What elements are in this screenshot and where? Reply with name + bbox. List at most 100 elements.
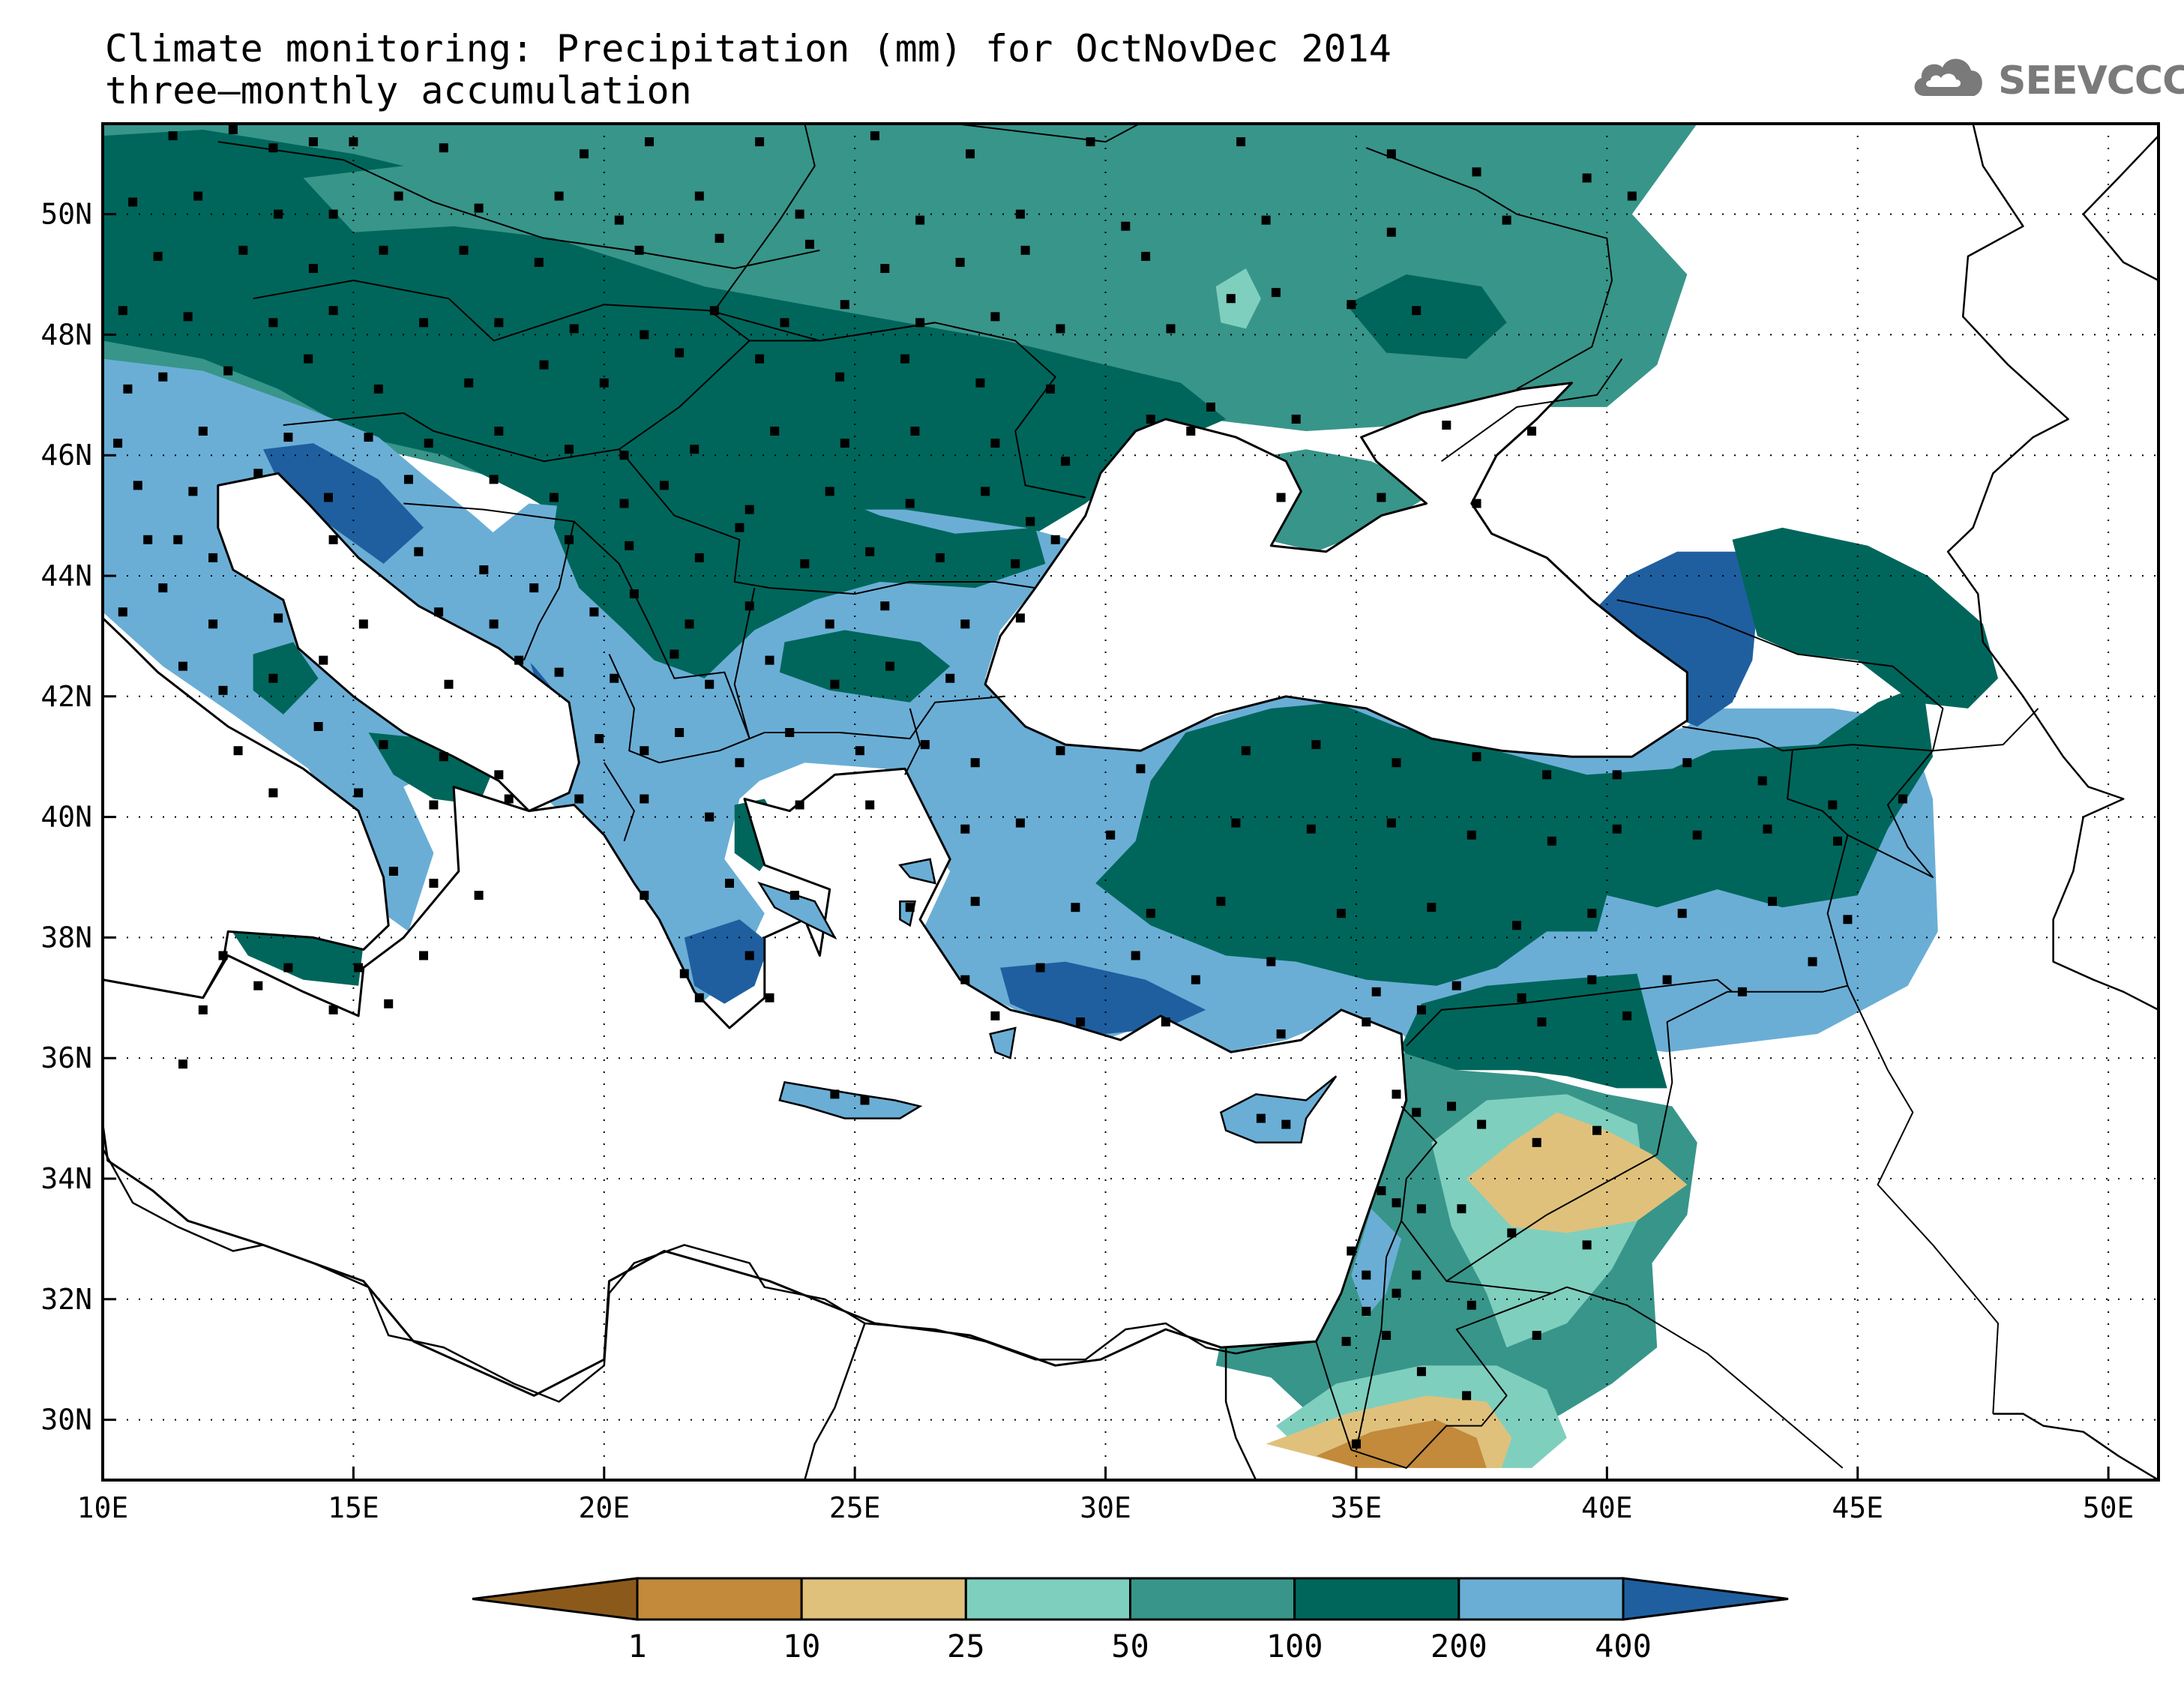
station-marker (1050, 535, 1060, 544)
station-marker (1276, 493, 1286, 502)
station-marker (253, 981, 263, 990)
station-marker (118, 306, 127, 316)
station-marker (960, 824, 970, 834)
station-marker (840, 300, 849, 310)
colorbar-label: 10 (783, 1628, 821, 1665)
border-b15 (1546, 990, 1728, 1216)
station-marker (1627, 191, 1637, 201)
station-marker (725, 879, 734, 888)
station-marker (328, 1005, 338, 1014)
colorbar-swatch (964, 1577, 1132, 1621)
station-marker (1011, 559, 1020, 568)
station-marker (1362, 1306, 1371, 1316)
station-marker (228, 125, 238, 134)
station-marker (640, 794, 649, 804)
station-marker (1020, 245, 1030, 255)
station-marker (1386, 149, 1396, 159)
station-marker (218, 951, 228, 960)
colorbar: 1 10 25 50 100 200 400 (472, 1577, 1789, 1665)
island-cyprus (1219, 1075, 1338, 1144)
station-marker (675, 348, 685, 358)
station-marker (233, 746, 243, 756)
station-marker (830, 679, 840, 689)
station-marker (755, 354, 765, 364)
station-marker (709, 306, 719, 316)
station-marker (1527, 427, 1536, 436)
station-marker (188, 487, 198, 496)
station-marker (574, 794, 584, 804)
station-marker (800, 559, 810, 568)
station-marker (966, 149, 975, 159)
station-marker (614, 215, 624, 225)
lon-tick-label: 40E (1581, 1491, 1633, 1524)
station-marker (494, 427, 504, 436)
station-marker (1377, 493, 1386, 502)
station-marker (178, 1059, 187, 1069)
colorbar-swatch (636, 1577, 803, 1621)
station-marker (1466, 830, 1476, 840)
station-marker (970, 897, 980, 906)
station-marker (1216, 897, 1226, 906)
lon-tick-label: 50E (2083, 1491, 2135, 1524)
island-lesbos (898, 858, 936, 885)
station-marker (945, 673, 955, 683)
station-marker (1266, 957, 1276, 966)
station-marker (905, 499, 915, 508)
station-marker (920, 740, 930, 750)
station-marker (238, 245, 248, 255)
station-marker (905, 903, 915, 912)
station-marker (565, 535, 574, 544)
station-marker (694, 191, 704, 201)
colorbar-upper-extend (1622, 1577, 1789, 1621)
station-marker (640, 746, 649, 756)
station-marker (675, 728, 685, 737)
station-marker (304, 354, 313, 364)
station-marker (990, 1011, 1000, 1020)
station-marker (679, 969, 689, 978)
station-marker (1291, 415, 1301, 424)
station-marker (1582, 173, 1592, 183)
station-marker (765, 655, 774, 665)
colorbar-lower-extend (472, 1577, 639, 1621)
station-marker (494, 770, 504, 780)
station-marker (328, 535, 338, 544)
station-marker (1447, 1101, 1456, 1111)
coastline-persian-gulf (1993, 1413, 2159, 1480)
station-marker (534, 257, 544, 267)
precip-region-jordan-valley (1351, 1209, 1402, 1317)
station-marker (208, 619, 218, 629)
station-marker (744, 601, 754, 611)
colorbar-label: 50 (1111, 1628, 1149, 1665)
border-b21 (1682, 726, 1934, 878)
station-marker (1662, 975, 1672, 984)
station-marker (1347, 1246, 1356, 1256)
station-marker (1808, 957, 1817, 966)
station-marker (865, 800, 875, 810)
station-marker (565, 445, 574, 454)
station-marker (268, 318, 278, 328)
precip-region-poland-band (303, 160, 1131, 293)
border-b8 (608, 654, 1005, 764)
station-marker (589, 607, 599, 617)
station-marker (308, 137, 318, 147)
station-marker (755, 137, 765, 147)
border-b1 (217, 141, 820, 269)
lon-tick-label: 45E (1832, 1491, 1883, 1524)
station-marker (459, 245, 469, 255)
station-marker (1466, 1300, 1476, 1310)
station-marker (960, 619, 970, 629)
lon-tick-label: 20E (578, 1491, 630, 1524)
station-marker (514, 655, 524, 665)
station-marker (364, 433, 373, 442)
station-marker (1161, 1017, 1170, 1026)
station-marker (474, 203, 484, 213)
colorbar-swatch (1293, 1577, 1460, 1621)
border-b24 (1847, 985, 1999, 1414)
station-marker (705, 679, 715, 689)
station-marker (915, 215, 925, 225)
station-marker (1682, 758, 1692, 768)
station-marker (549, 493, 559, 502)
coastline-libya-border (804, 1323, 866, 1480)
station-marker (1412, 306, 1422, 316)
